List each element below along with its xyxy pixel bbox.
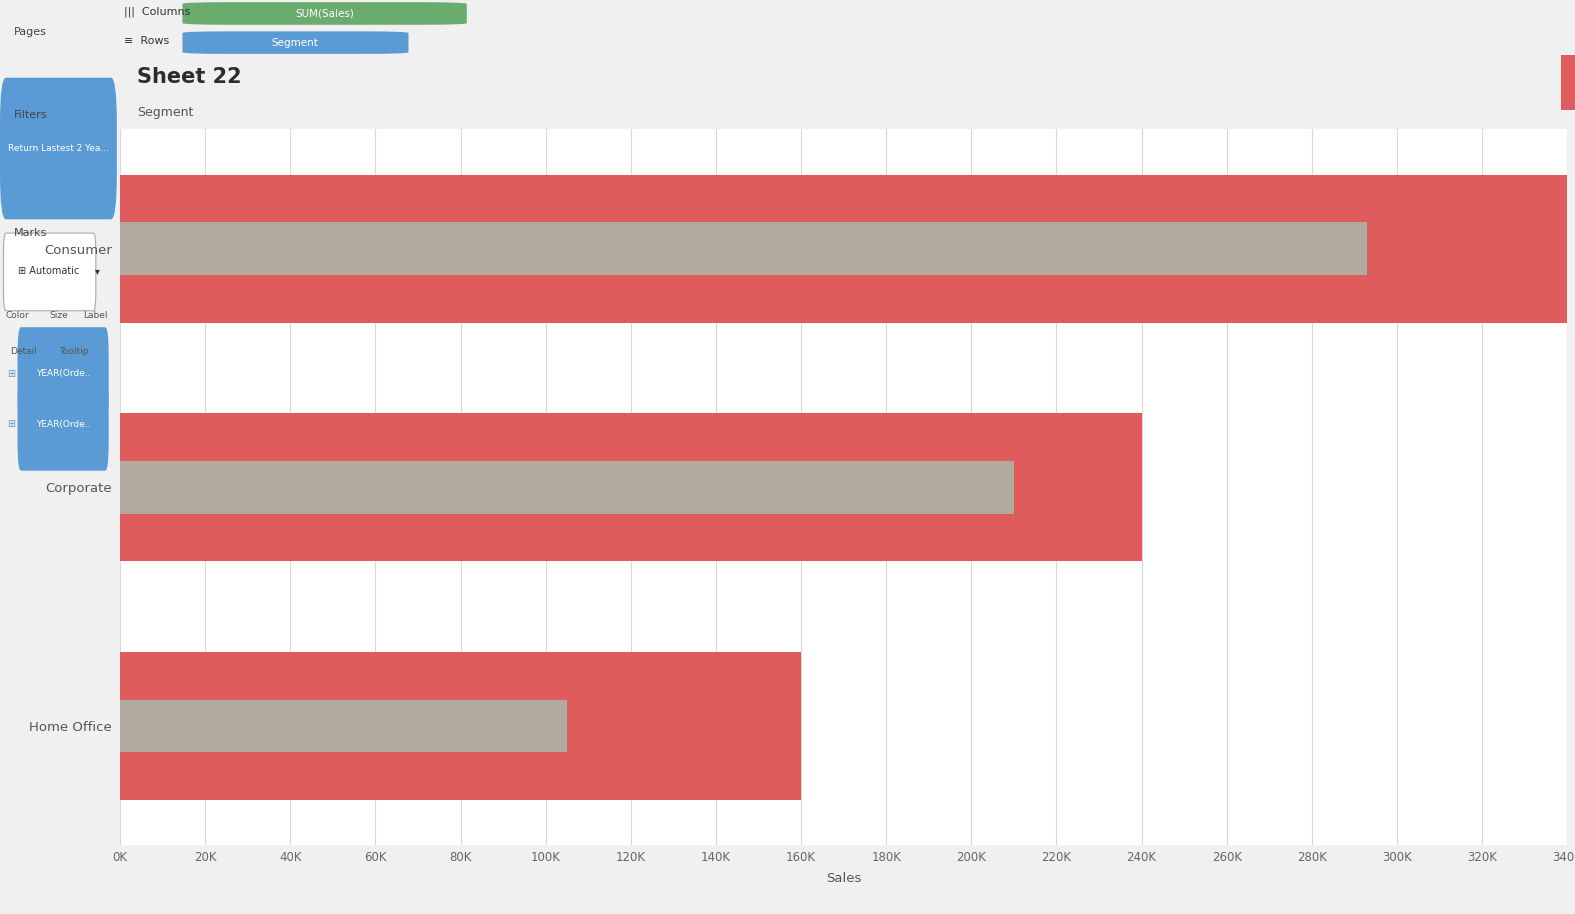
- Text: |||  Columns: ||| Columns: [124, 6, 191, 17]
- Text: Segment: Segment: [271, 37, 318, 48]
- Text: ⊞: ⊞: [8, 420, 16, 429]
- Text: ▾: ▾: [94, 267, 99, 276]
- Text: Label: Label: [83, 311, 109, 320]
- Text: ⊞ Automatic: ⊞ Automatic: [19, 267, 80, 276]
- Bar: [120, 222, 1367, 275]
- Bar: [120, 652, 802, 800]
- FancyBboxPatch shape: [0, 78, 117, 219]
- Text: Pages: Pages: [14, 27, 47, 37]
- Text: Size: Size: [49, 311, 68, 320]
- Text: Sheet 22: Sheet 22: [137, 68, 243, 87]
- Bar: [120, 461, 1014, 514]
- Text: ≡  Rows: ≡ Rows: [124, 37, 170, 47]
- X-axis label: Sales: Sales: [825, 872, 862, 886]
- Bar: [120, 700, 567, 752]
- FancyBboxPatch shape: [183, 31, 408, 54]
- Text: Detail: Detail: [9, 347, 36, 356]
- Text: Return Lastest 2 Yea...: Return Lastest 2 Yea...: [8, 143, 109, 153]
- Bar: [1561, 55, 1575, 110]
- Text: YEAR(Orde..: YEAR(Orde..: [36, 369, 90, 378]
- Text: Tooltip: Tooltip: [58, 347, 88, 356]
- Bar: [120, 175, 1567, 323]
- FancyBboxPatch shape: [17, 377, 109, 471]
- Text: YEAR(Orde..: YEAR(Orde..: [36, 420, 90, 429]
- Bar: [120, 413, 1142, 561]
- FancyBboxPatch shape: [183, 2, 466, 25]
- FancyBboxPatch shape: [17, 327, 109, 420]
- Text: Color: Color: [6, 311, 30, 320]
- Text: SUM(Sales): SUM(Sales): [295, 8, 354, 18]
- Text: Segment: Segment: [137, 106, 194, 119]
- Text: Filters: Filters: [14, 110, 47, 120]
- Text: ⊞: ⊞: [8, 369, 16, 378]
- FancyBboxPatch shape: [3, 233, 96, 311]
- Text: Marks: Marks: [14, 228, 47, 239]
